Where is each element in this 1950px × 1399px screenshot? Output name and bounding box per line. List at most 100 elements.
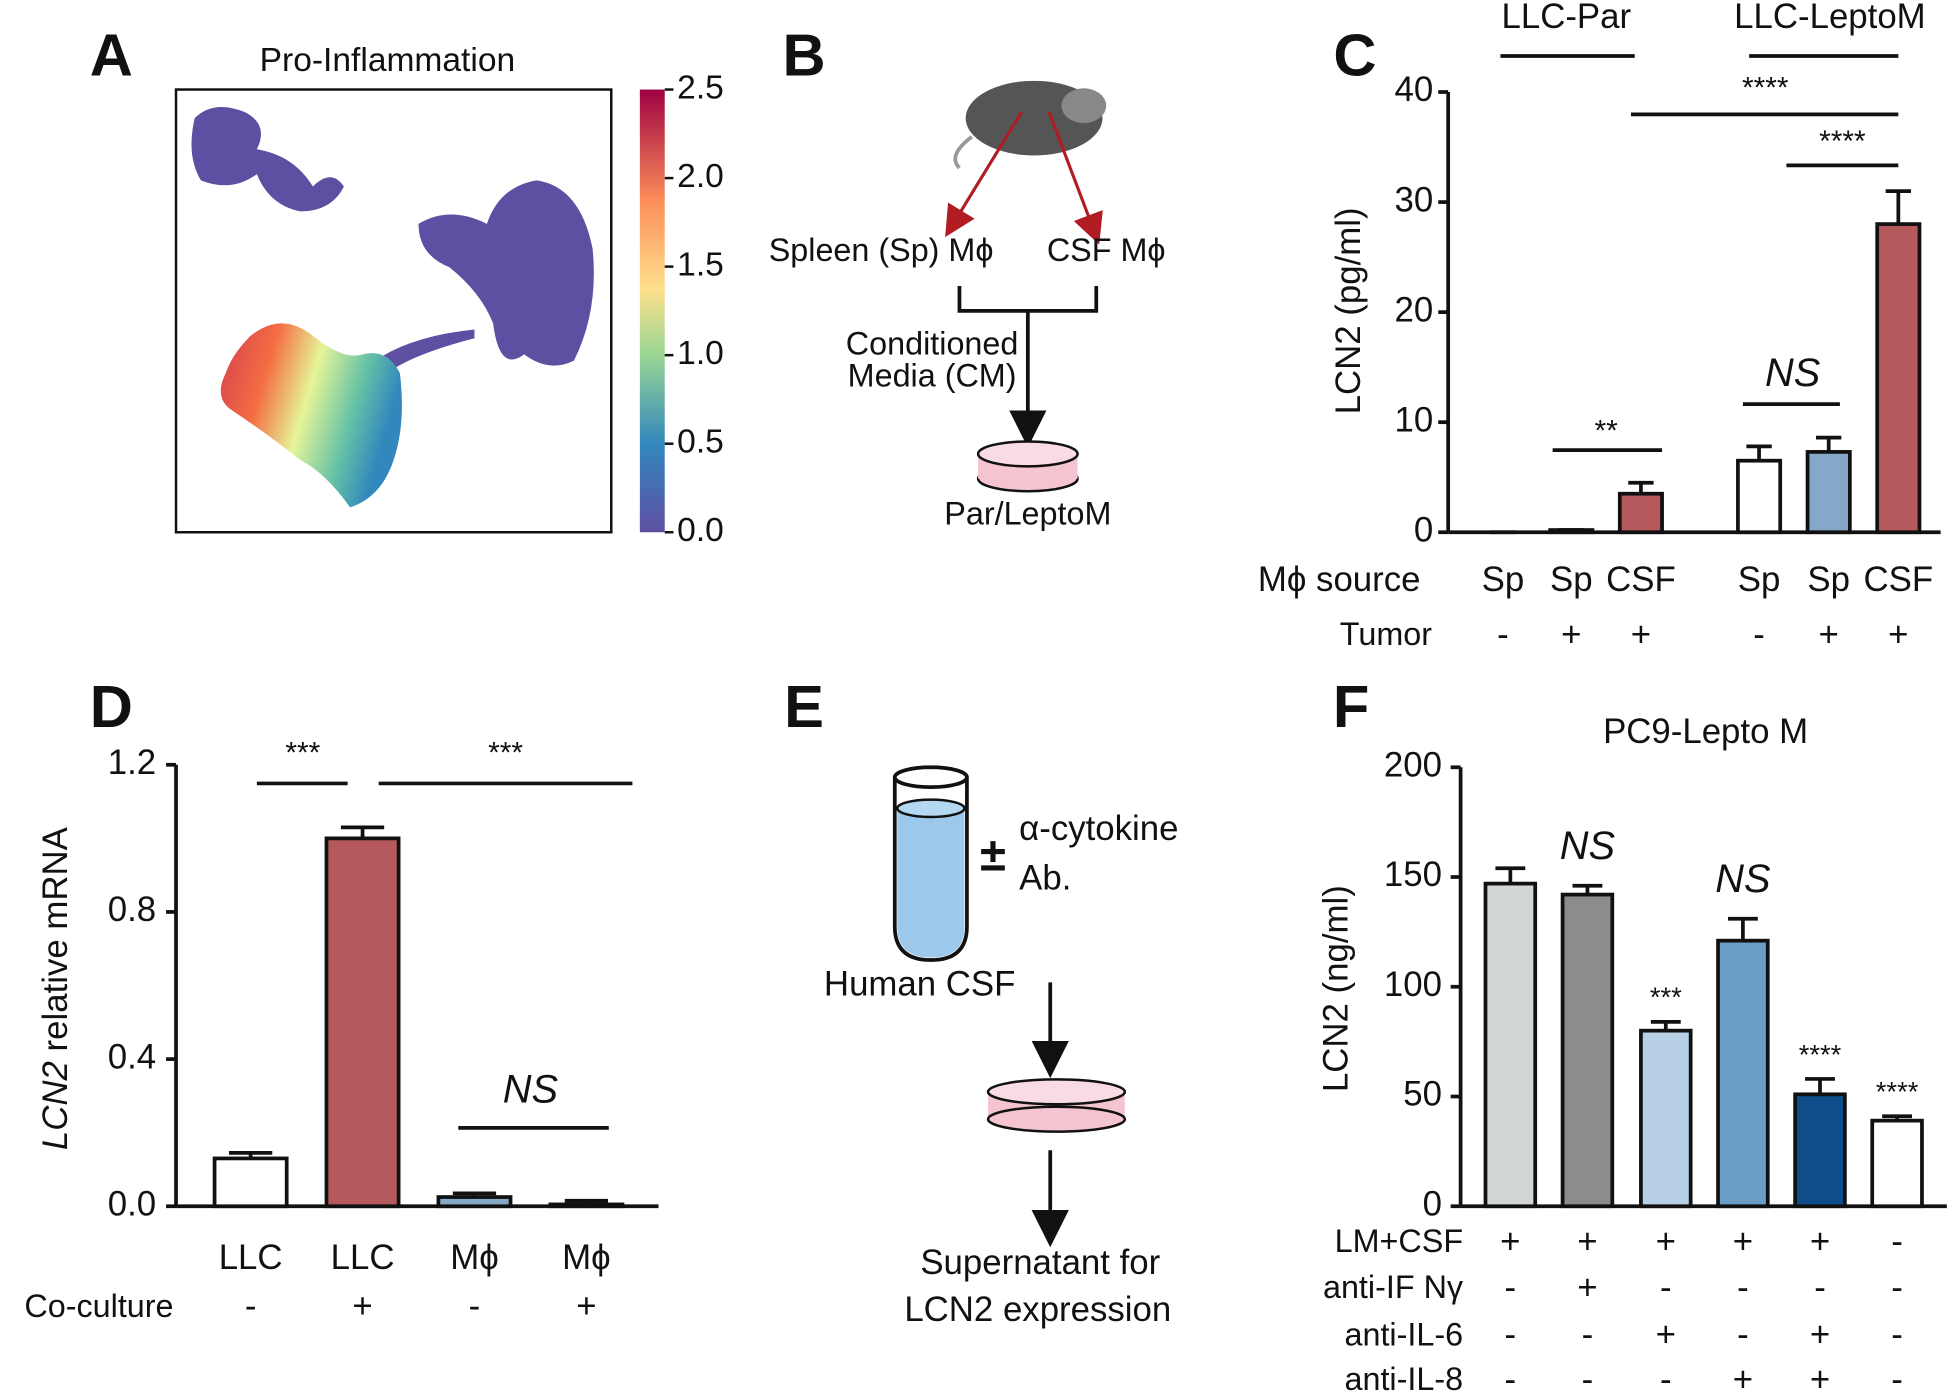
arrow [945,111,1023,238]
row-value: - [1505,1268,1517,1307]
y-tick-label: 10 [1395,400,1434,439]
row-value: - [1737,1268,1749,1307]
significance: NS [503,1067,559,1111]
chart: 0 50 100 150 200 LCN2 (ng/ml) PC9-Lepto M LM+CS… [1317,712,1947,1399]
row-value: + [1577,1222,1597,1261]
x-tick-label: LLC [219,1238,283,1277]
row-label: Co-culture [24,1288,173,1324]
panel-label: B [782,21,825,88]
label: Spleen (Sp) Mϕ [769,232,994,268]
dish [986,1078,1127,1106]
x-tick-label: Sp [1550,560,1593,599]
y-tick-label: 40 [1395,70,1434,109]
cluster [418,180,594,366]
panel-b: Spleen (Sp) Mϕ CSF Mϕ Conditioned Media … [769,80,1166,532]
cluster [374,329,475,374]
row-value: + [1577,1268,1597,1307]
bar [1548,528,1595,535]
bracket [957,286,1099,313]
panel-label: F [1333,673,1369,740]
x-tick-label: CSF [1864,560,1934,599]
significance: **** [1876,1076,1919,1107]
significance: **** [1799,1039,1842,1070]
label: CSF Mϕ [1047,232,1166,268]
row-value: + [1819,615,1839,654]
x-tick-label: Mϕ [562,1238,610,1277]
row-value: - [1582,1315,1594,1354]
y-tick-label: 50 [1403,1075,1442,1114]
label: Conditioned [846,325,1019,361]
umap-frame [174,88,613,534]
row-label: Tumor [1340,616,1432,652]
y-axis-label: LCN2 relative mRNA [36,826,75,1150]
label: Ab. [1019,859,1071,898]
significance: *** [1650,982,1682,1013]
row-value: - [1891,1268,1903,1307]
x-tick-label: Mϕ [450,1238,498,1277]
tube [892,777,969,962]
row-value: - [1582,1360,1594,1399]
colorbar-tick-label: 1.0 [677,335,724,372]
row-value: - [245,1286,257,1325]
row-value: - [469,1286,481,1325]
row-value: + [1810,1315,1830,1354]
label: Par/LeptoM [944,496,1111,532]
chart: 0 10 20 30 40 LCN2 (pg/ml) Sp Sp CSF Sp Sp CSF Mϕ so… [1258,0,1941,654]
row-value: - [1891,1315,1903,1354]
y-tick-label: 1.2 [108,743,156,782]
chart: 0.0 0.4 0.8 1.2 LCN2 relative mRNA LLC LLC Mϕ Mϕ… [24,737,659,1325]
row-value: + [576,1286,596,1325]
bar [324,836,401,1209]
bar [1793,1092,1847,1209]
panel-label: D [90,673,133,740]
x-tick-label: CSF [1606,560,1676,599]
y-axis-label: LCN2 (pg/ml) [1329,207,1368,414]
y-tick-label: 150 [1384,855,1442,894]
cluster [191,106,344,212]
row-value: - [1737,1315,1749,1354]
colorbar-tick-label: 2.5 [677,69,724,106]
row-value: - [1814,1268,1826,1307]
arrow [1047,111,1103,245]
significance: NS [1715,857,1771,901]
significance: *** [488,737,523,770]
x-tick-label: Sp [1482,560,1525,599]
row-label: LM+CSF [1335,1223,1463,1259]
row-value: - [1891,1360,1903,1399]
chart-title: PC9-Lepto M [1603,712,1808,751]
bar [1805,450,1852,535]
bar [1870,1118,1924,1209]
significance: *** [285,737,320,770]
panel-label: E [784,673,824,740]
y-axis-label-part: LCN2 [36,1061,75,1150]
x-tick-label: LLC [331,1238,395,1277]
y-tick-label: 0.0 [108,1184,156,1223]
bar [1716,938,1770,1209]
bar [548,1202,625,1209]
row-value: + [1656,1315,1676,1354]
panel-title: Pro-Inflammation [260,42,516,79]
row-value: + [1733,1360,1753,1399]
y-tick-label: 0.8 [108,890,156,929]
row-value: - [1891,1222,1903,1261]
row-value: + [1500,1222,1520,1261]
y-tick-label: 0 [1423,1184,1442,1223]
tube [896,798,966,819]
group-label: LLC-Par [1502,0,1632,36]
y-axis-label-part: LCN2 (pg/ml) [1329,207,1368,414]
y-axis-label: LCN2 (ng/ml) [1317,885,1356,1092]
y-tick-label: 0.4 [108,1037,156,1076]
panel-label: A [90,21,133,88]
x-tick-label: Sp [1738,560,1781,599]
colorbar-tick-label: 2.0 [677,158,724,195]
row-value: + [1733,1222,1753,1261]
row-value: - [1497,615,1509,654]
bar [1875,222,1922,535]
x-tick-label: Sp [1807,560,1850,599]
tube [892,765,969,790]
significance: ** [1594,415,1618,448]
dish [986,1105,1127,1133]
y-tick-label: 0 [1414,510,1433,549]
colorbar-tick-label: 0.5 [677,424,724,461]
